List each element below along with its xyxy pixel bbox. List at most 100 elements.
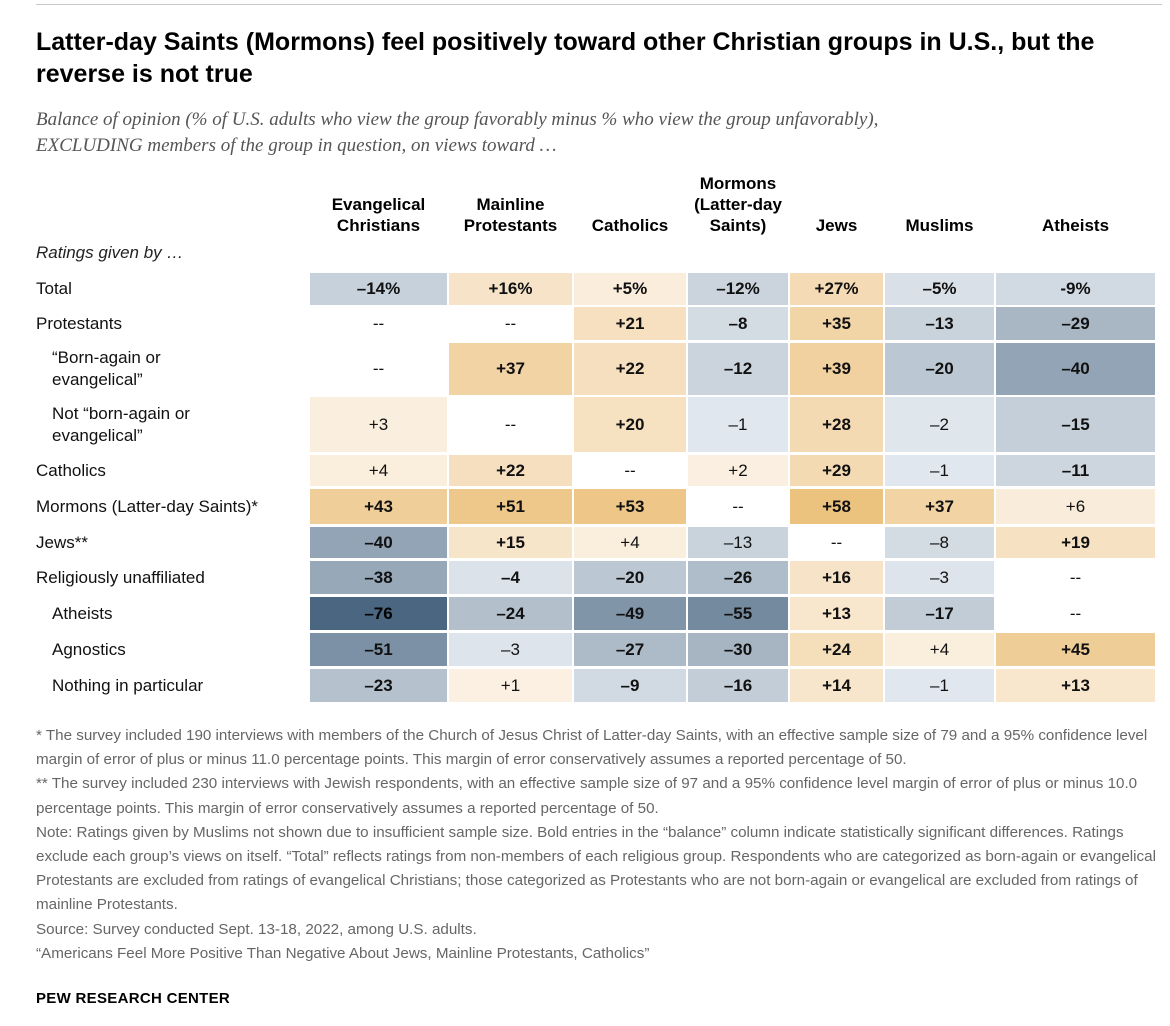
table-cell: -- <box>996 597 1155 630</box>
table-cell: +22 <box>449 455 572 486</box>
row-label-text: Nothing in particular <box>52 675 203 697</box>
table-cell: -- <box>574 455 686 486</box>
column-header-atheists: Atheists <box>996 170 1155 238</box>
row-label-born-again-or-evangelical: “Born-again or evangelical” <box>52 343 322 395</box>
table-cell: –15 <box>996 397 1155 452</box>
table-cell: +20 <box>574 397 686 452</box>
row-label-line: evangelical” <box>52 370 143 389</box>
row-label-line: Total <box>36 279 72 298</box>
column-header-jews: Jews <box>790 170 883 238</box>
table-cell: –40 <box>996 343 1155 395</box>
table-cell: +1 <box>449 669 572 702</box>
row-label-not-born-again-or-evangelical: Not “born-again or evangelical” <box>52 397 322 452</box>
footnote: Source: Survey conducted Sept. 13-18, 20… <box>36 920 477 938</box>
row-label-text: “Born-again or evangelical” <box>52 347 161 391</box>
row-label-catholics: Catholics <box>36 455 306 486</box>
ratings-given-by-label: Ratings given by … <box>36 243 184 262</box>
table-cell: –3 <box>449 633 572 666</box>
table-cell: –23 <box>310 669 447 702</box>
chart-subtitle: Balance of opinion (% of U.S. adults who… <box>36 107 1156 159</box>
column-header-text: Mormons (Latter-day Saints) <box>694 173 782 236</box>
table-cell: +22 <box>574 343 686 395</box>
table-cell: +24 <box>790 633 883 666</box>
table-cell: –27 <box>574 633 686 666</box>
table-cell: –49 <box>574 597 686 630</box>
table-cell: +27% <box>790 273 883 305</box>
table-cell: –1 <box>885 455 994 486</box>
table-cell: –8 <box>688 307 788 340</box>
table-cell: –38 <box>310 561 447 594</box>
table-cell: –30 <box>688 633 788 666</box>
row-label-religiously-unaffiliated: Religiously unaffiliated <box>36 561 306 594</box>
column-header-text: Mainline Protestants <box>464 194 558 236</box>
row-label-agnostics: Agnostics <box>52 633 322 666</box>
column-header-line: Jews <box>815 216 858 235</box>
table-cell: +35 <box>790 307 883 340</box>
row-label-line: Catholics <box>36 460 106 480</box>
table-cell: –4 <box>449 561 572 594</box>
table-cell: +51 <box>449 489 572 524</box>
column-header-line: Muslims <box>905 216 974 235</box>
column-header-evangelical: Evangelical Christians <box>310 170 447 238</box>
table-cell: –14% <box>310 273 447 305</box>
table-cell: -- <box>996 561 1155 594</box>
table-cell: +13 <box>996 669 1155 702</box>
row-label-line: evangelical” <box>52 425 143 445</box>
row-label-total: Total <box>36 273 306 305</box>
column-header-line: Evangelical <box>331 195 426 214</box>
table-cell: –11 <box>996 455 1155 486</box>
table-cell: –29 <box>996 307 1155 340</box>
column-header-text: Jews <box>816 215 858 236</box>
table-cell: –3 <box>885 561 994 594</box>
table-cell: +16 <box>790 561 883 594</box>
table-cell: –55 <box>688 597 788 630</box>
table-cell: –51 <box>310 633 447 666</box>
table-cell: –2 <box>885 397 994 452</box>
table-cell: +4 <box>574 527 686 558</box>
top-rule <box>36 4 1162 5</box>
table-cell: +13 <box>790 597 883 630</box>
table-cell: -9% <box>996 273 1155 305</box>
row-label-line: Protestants <box>36 313 122 333</box>
footnote: ** The survey included 230 interviews wi… <box>36 775 1138 817</box>
row-label-atheists: Atheists <box>52 597 322 630</box>
row-label-text: Agnostics <box>52 639 126 661</box>
subtitle-line-1: Balance of opinion (% of U.S. adults who… <box>36 109 879 130</box>
table-cell: -- <box>449 307 572 340</box>
column-header-line: Saints) <box>709 216 767 235</box>
table-cell: +2 <box>688 455 788 486</box>
column-header-line: (Latter-day <box>694 195 782 214</box>
table-cell: –76 <box>310 597 447 630</box>
row-label-line: Agnostics <box>52 639 126 659</box>
table-cell: –20 <box>885 343 994 395</box>
column-header-mainline: Mainline Protestants <box>449 170 572 238</box>
table-cell: –12 <box>688 343 788 395</box>
column-header-line: Mainline <box>476 195 545 214</box>
column-header-line: Catholics <box>591 216 669 235</box>
row-label-nothing-in-particular: Nothing in particular <box>52 669 322 702</box>
column-header-mormons: Mormons (Latter-day Saints) <box>688 170 788 238</box>
table-cell: +43 <box>310 489 447 524</box>
row-label-line: Mormons (Latter-day Saints)* <box>36 496 259 516</box>
table-cell: +3 <box>310 397 447 452</box>
table-cell: –16 <box>688 669 788 702</box>
row-label-text: Atheists <box>52 603 112 625</box>
row-label-text: Mormons (Latter-day Saints)* <box>36 496 258 518</box>
column-header-text: Atheists <box>1042 215 1109 236</box>
table-cell: –26 <box>688 561 788 594</box>
footnote: * The survey included 190 interviews wit… <box>36 727 1148 769</box>
row-label-line: Atheists <box>52 603 113 623</box>
footnote: “Americans Feel More Positive Than Negat… <box>36 944 650 962</box>
table-cell: –40 <box>310 527 447 558</box>
table-cell: –1 <box>885 669 994 702</box>
table-cell: –13 <box>688 527 788 558</box>
table-cell: +16% <box>449 273 572 305</box>
table-cell: -- <box>688 489 788 524</box>
table-cell: –12% <box>688 273 788 305</box>
table-cell: +5% <box>574 273 686 305</box>
footnotes: * The survey included 190 interviews wit… <box>36 724 1156 966</box>
table-cell: +37 <box>885 489 994 524</box>
column-header-muslims: Muslims <box>885 170 994 238</box>
table-cell: +45 <box>996 633 1155 666</box>
table-cell: +14 <box>790 669 883 702</box>
